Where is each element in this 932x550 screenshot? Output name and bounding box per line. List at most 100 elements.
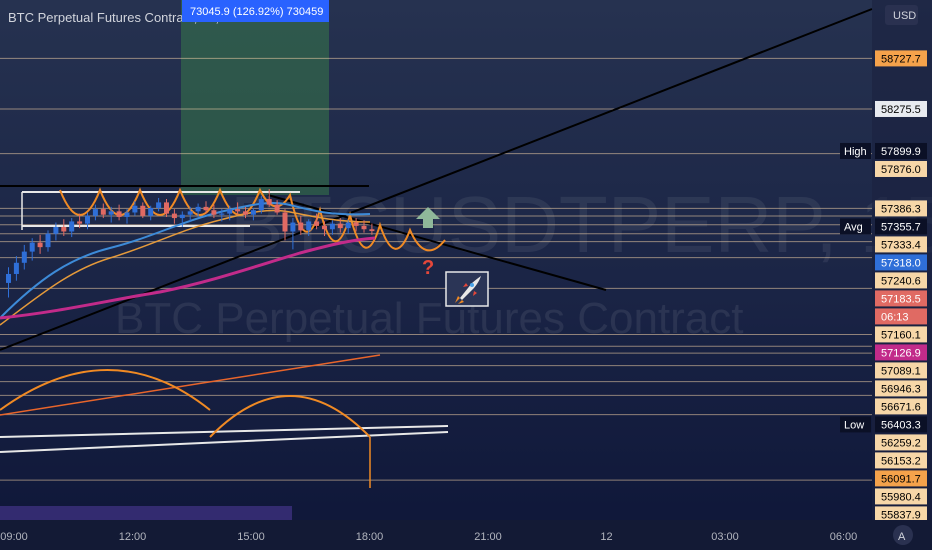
ema-pink	[0, 236, 376, 320]
orange-arc-left[interactable]	[0, 369, 211, 411]
candle-body[interactable]	[171, 213, 177, 219]
price-tag-value: 57355.7	[881, 221, 921, 233]
candle-body[interactable]	[250, 210, 256, 215]
candle-body[interactable]	[187, 211, 193, 215]
candle-body[interactable]	[219, 213, 225, 215]
price-tag-value: 57318.0	[881, 257, 921, 269]
candle-body[interactable]	[306, 221, 312, 231]
annotations: ?	[416, 207, 489, 307]
price-tag-value: 58727.7	[881, 53, 921, 65]
candle-body[interactable]	[211, 210, 217, 215]
price-tag-value: 56671.6	[881, 401, 921, 413]
candle-body[interactable]	[29, 242, 35, 252]
price-tag-bg	[875, 100, 927, 117]
candle-body[interactable]	[61, 227, 67, 232]
candle-body[interactable]	[369, 229, 375, 232]
ema-orange	[0, 209, 371, 326]
candle-body[interactable]	[69, 221, 75, 232]
candle-body[interactable]	[361, 225, 367, 230]
orange-arc-right[interactable]	[209, 395, 371, 438]
candle-body[interactable]	[37, 242, 43, 248]
candle-body[interactable]	[329, 223, 335, 230]
price-tag-bg	[875, 506, 927, 523]
candle-body[interactable]	[274, 204, 280, 213]
candle-body[interactable]	[148, 208, 154, 216]
candle-body[interactable]	[282, 212, 288, 232]
falling-trendline[interactable]	[267, 194, 607, 291]
candle-body[interactable]	[266, 199, 272, 205]
lower-channel-bottom[interactable]	[0, 431, 449, 453]
candle-body[interactable]	[21, 251, 27, 263]
price-tag-bg	[875, 142, 927, 159]
candle-body[interactable]	[179, 214, 185, 219]
price-tag-value: 55980.4	[881, 491, 921, 503]
candle-body[interactable]	[156, 202, 162, 208]
time-tick-label: 12	[600, 531, 612, 543]
candle-body[interactable]	[290, 222, 296, 232]
price-tag-value: 56259.2	[881, 437, 921, 449]
candle-body[interactable]	[243, 211, 248, 215]
time-tick-label: 03:00	[711, 531, 739, 543]
candle-body[interactable]	[92, 209, 98, 216]
price-tag-bg	[875, 398, 927, 415]
measure-range-box[interactable]	[181, 0, 329, 195]
candle-body[interactable]	[235, 209, 241, 212]
candle-body[interactable]	[108, 211, 114, 215]
candle-body[interactable]	[85, 215, 90, 224]
price-tag-label: Avg	[844, 221, 863, 233]
auto-scale-button[interactable]	[893, 525, 913, 545]
candle-body[interactable]	[45, 233, 51, 248]
candle-body[interactable]	[6, 273, 11, 283]
candle-body[interactable]	[203, 206, 209, 211]
measure-label-box	[182, 0, 329, 22]
time-axis[interactable]	[0, 520, 932, 550]
candle-body[interactable]	[195, 206, 201, 212]
time-tick-label: 06:00	[830, 531, 858, 543]
price-tag-bg	[875, 160, 927, 177]
candle-body[interactable]	[258, 199, 264, 211]
candle-body[interactable]	[337, 223, 343, 229]
candle-body[interactable]	[322, 225, 327, 230]
candle-body[interactable]	[132, 205, 138, 213]
candle-body[interactable]	[345, 222, 351, 229]
candle-body[interactable]	[314, 221, 320, 226]
candle-body[interactable]	[140, 205, 146, 216]
price-tag-value: 56091.7	[881, 473, 921, 485]
price-tag-bg	[875, 290, 927, 307]
currency-button-label[interactable]: USD	[893, 10, 916, 22]
orange-sloped-line[interactable]	[0, 354, 381, 416]
price-tag-label-bg	[840, 416, 871, 433]
candle-body[interactable]	[100, 209, 106, 215]
candle-body[interactable]	[77, 221, 83, 224]
rocket-icon-box[interactable]	[445, 271, 489, 307]
candle-body[interactable]	[353, 222, 359, 226]
currency-button[interactable]	[885, 5, 918, 25]
auto-scale-label[interactable]: A	[898, 531, 906, 543]
candle-body[interactable]	[298, 222, 304, 231]
price-tag-bg	[875, 434, 927, 451]
price-tag-label: Low	[844, 419, 864, 431]
candle-body[interactable]	[116, 211, 122, 217]
watermark-description: BTC Perpetual Futures Contract	[115, 294, 743, 343]
candle-body[interactable]	[227, 209, 233, 214]
price-tag-bg	[875, 362, 927, 379]
question-mark-icon[interactable]: ?	[422, 257, 434, 279]
volume-indicator-bar	[0, 506, 292, 520]
price-tag-value: 57899.9	[881, 146, 921, 158]
candle-body[interactable]	[53, 227, 59, 234]
price-tag-value: 56946.3	[881, 383, 921, 395]
candle-body[interactable]	[164, 202, 169, 214]
rocket-icon[interactable]	[455, 276, 481, 304]
candle-body[interactable]	[13, 262, 19, 274]
price-tag-bg	[875, 254, 927, 271]
lower-channel-top[interactable]	[0, 425, 449, 438]
price-tag-bg	[875, 50, 927, 67]
price-tag-bg	[875, 452, 927, 469]
price-tag-bg	[875, 380, 927, 397]
price-tag-bg	[875, 218, 927, 235]
time-axis-ticks: 09:00 12:00 15:00 18:00 21:00 12 03:00 06:00	[0, 531, 857, 543]
price-tag-label-bg	[840, 142, 871, 159]
candle-body[interactable]	[124, 212, 130, 217]
up-arrow-icon[interactable]	[416, 207, 440, 228]
